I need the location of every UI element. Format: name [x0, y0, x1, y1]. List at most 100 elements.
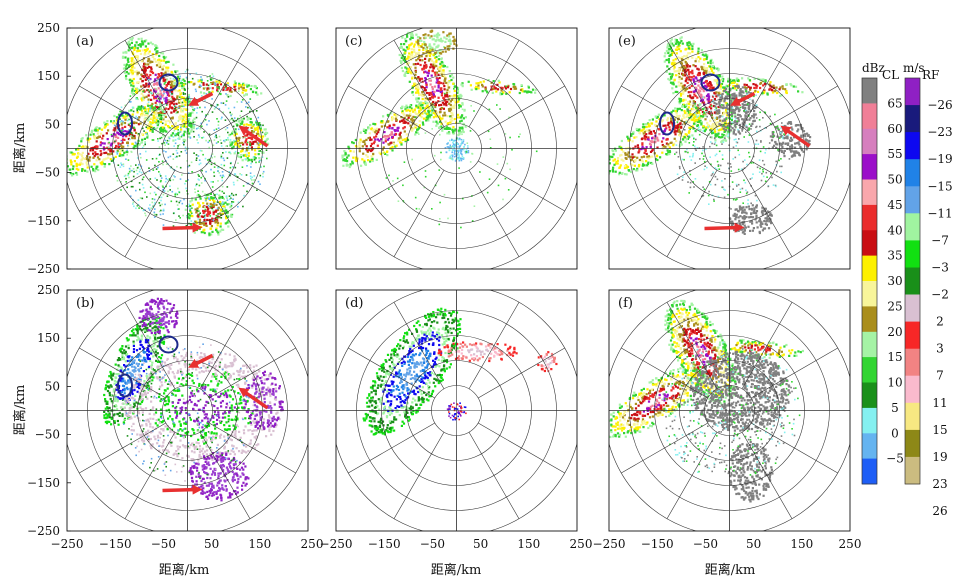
radial-spoke — [751, 160, 838, 212]
colorbar-swatch — [862, 433, 877, 460]
colorbar-tick-label: 19 — [932, 450, 947, 464]
plot-area — [609, 28, 850, 269]
y-tick-label: 50 — [45, 379, 60, 393]
colorbar-swatch — [862, 407, 877, 434]
blue-ellipse — [117, 373, 133, 398]
y-tick-label: 150 — [37, 69, 60, 83]
panel-f: (f) −250 −150 −50 50 150 250 — [593, 289, 861, 551]
x-tick-label: −250 — [51, 537, 84, 551]
echo-field — [609, 299, 804, 503]
colorbar-tick-label: 26 — [932, 504, 947, 518]
radial-spoke — [199, 40, 251, 127]
panel-frame — [66, 27, 309, 270]
plot-area — [336, 290, 577, 531]
blue-ellipse — [700, 73, 721, 92]
panel-label: (a) — [76, 34, 94, 49]
colorbar-tick-label: 55 — [887, 147, 902, 161]
radial-spoke — [199, 302, 251, 389]
x-tick-label: 250 — [570, 537, 593, 551]
radial-spoke — [348, 85, 435, 137]
radial-spoke — [79, 85, 166, 137]
panel-label: (c) — [345, 34, 362, 49]
colorbar-swatch — [862, 230, 877, 257]
colorbar-tick-label: 20 — [887, 325, 902, 339]
blue-ellipse — [659, 111, 675, 136]
colorbar-swatch — [905, 456, 920, 485]
y-tick-label: −50 — [35, 166, 60, 180]
reflectivity-unit: dBz — [862, 61, 885, 75]
x-tick-label: −50 — [420, 537, 445, 551]
radial-spoke — [741, 40, 793, 127]
colorbar-tick-label: −26 — [927, 98, 952, 112]
echo-field — [341, 29, 538, 229]
y-axis-title: 距离/km — [12, 385, 28, 436]
colorbar-swatch — [905, 267, 920, 295]
x-tick-label: −250 — [320, 537, 353, 551]
y-tick-label: −150 — [27, 214, 60, 228]
radial-spoke — [199, 170, 251, 257]
panel-frame — [335, 27, 578, 270]
radial-spoke — [393, 302, 445, 389]
red-arrow — [238, 387, 269, 410]
blue-ellipse — [158, 73, 179, 92]
y-tick-label: 250 — [37, 283, 60, 297]
radial-spoke — [468, 170, 520, 257]
radial-spoke — [209, 85, 296, 137]
colorbar-swatch — [905, 213, 920, 241]
y-tick-label: −50 — [35, 428, 60, 442]
colorbar-tick-label: 10 — [887, 376, 902, 390]
radial-spoke — [666, 432, 718, 519]
colorbar-tick-label: 11 — [932, 396, 947, 410]
colorbar-tick-label: 5 — [891, 401, 899, 415]
red-arrow — [238, 125, 269, 148]
colorbar-tick-label: −5 — [886, 452, 904, 466]
red-arrow — [162, 484, 203, 495]
radial-spoke — [666, 40, 718, 127]
panel-b: (b) 250 150 50 −50 −150 −250−250 −150 −50 50 150 25… — [27, 283, 323, 551]
annotations — [117, 73, 269, 233]
colorbar-swatch — [862, 78, 877, 104]
radial-spoke — [79, 422, 166, 474]
colorbar-swatch — [905, 78, 920, 106]
x-tick-label: −250 — [593, 537, 626, 551]
plot-area — [67, 290, 308, 531]
colorbar-swatch — [862, 204, 877, 231]
x-tick-label: 150 — [517, 537, 540, 551]
x-tick-label: 50 — [204, 537, 219, 551]
radial-spoke — [468, 302, 520, 389]
y-tick-label: 50 — [45, 117, 60, 131]
reflectivity-top-label: CL — [882, 68, 899, 82]
radial-spoke — [468, 432, 520, 519]
radial-spoke — [751, 422, 838, 474]
radial-spoke — [741, 302, 793, 389]
plot-area — [336, 28, 577, 269]
x-tick-label: −150 — [641, 537, 674, 551]
velocity-colorbar: m/s RF −26−23−19−15−11−7−3−2237111519232… — [903, 61, 953, 518]
panel-label: (b) — [76, 296, 94, 311]
annotations — [659, 73, 811, 233]
panel-frame — [66, 289, 309, 532]
x-tick-label: 50 — [473, 537, 488, 551]
panel-frame — [608, 27, 851, 270]
colorbar-swatch — [862, 128, 877, 155]
annotations — [117, 335, 269, 495]
radial-spoke — [124, 302, 176, 389]
plot-area — [609, 290, 850, 531]
colorbar-swatch — [862, 331, 877, 358]
colorbar-tick-label: −3 — [931, 261, 949, 275]
x-tick-label: −50 — [151, 537, 176, 551]
radial-spoke — [621, 422, 708, 474]
radial-spoke — [751, 85, 838, 137]
radial-spoke — [393, 170, 445, 257]
colorbar-frame — [904, 77, 921, 485]
velocity-top-label: RF — [922, 68, 939, 82]
radial-spoke — [666, 302, 718, 389]
radial-spoke — [124, 40, 176, 127]
echo-field — [103, 297, 284, 502]
panel-frame — [608, 289, 851, 532]
red-arrow — [730, 91, 756, 106]
radial-spoke — [199, 432, 251, 519]
radial-spoke — [478, 85, 565, 137]
